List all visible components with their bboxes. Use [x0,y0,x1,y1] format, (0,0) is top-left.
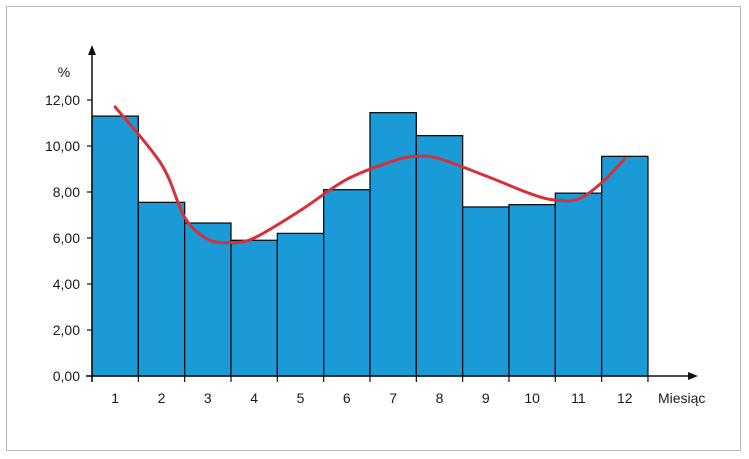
y-tick-label: 8,00 [53,184,80,200]
y-tick-label: 10,00 [45,138,80,154]
x-tick-label: 2 [158,390,166,406]
x-tick-label: 6 [343,390,351,406]
x-axis-arrow [687,372,698,380]
trend-line [113,105,627,245]
x-tick-label: 1 [111,390,119,406]
x-tick-label: 8 [436,390,444,406]
y-tick-label: 12,00 [45,92,80,108]
x-tick-label: 5 [297,390,305,406]
y-tick-label: 4,00 [53,276,80,292]
axes-group [86,45,698,382]
x-tick-label: 4 [250,390,258,406]
bar-5 [276,232,325,377]
bar-9 [461,206,510,377]
y-tick-label: 2,00 [53,322,80,338]
x-tick-label: 11 [571,390,586,406]
bar-1 [91,115,139,377]
y-tick-label: 6,00 [53,230,80,246]
x-ticks-group: 1 2 3 4 5 6 7 8 9 10 11 12 [91,376,649,406]
bar-10 [508,203,556,377]
bar-3 [184,222,232,377]
x-tick-label: 12 [617,390,633,406]
bar-11 [554,192,603,377]
y-tick-label: 0,00 [53,368,80,384]
x-tick-label: 3 [204,390,212,406]
bar-8 [415,134,464,377]
y-axis-arrow [88,45,96,55]
bar-6 [322,189,371,377]
x-tick-label: 9 [482,390,490,406]
bar-2 [137,201,186,377]
bar-7 [369,112,417,377]
y-ticks-group: 0,00 2,00 4,00 6,00 8,00 10,00 12,00 [45,92,92,384]
x-tick-label: 7 [389,390,397,406]
y-axis-label: % [58,64,70,80]
bar-4 [230,239,278,377]
bar-12 [600,155,649,377]
x-tick-label: 10 [524,390,540,406]
bars-group [91,112,649,377]
x-axis-label: Miesiąc [658,390,705,406]
